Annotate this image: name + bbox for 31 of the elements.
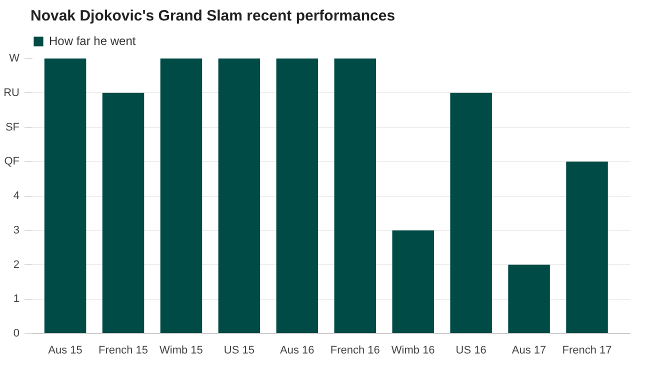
bar	[102, 92, 144, 334]
y-tick-label: QF	[4, 156, 20, 168]
x-tick-label: Wimb 15	[160, 344, 203, 356]
y-tick-label: RU	[4, 86, 20, 99]
y-tick-label: 2	[13, 258, 20, 271]
bar	[276, 58, 318, 334]
x-tick-label: Wimb 16	[391, 344, 435, 356]
x-tick-label: French 17	[562, 344, 612, 356]
x-tick-label: Aus 16	[280, 344, 314, 356]
x-tick-label: US 15	[224, 344, 254, 356]
bar	[218, 58, 260, 334]
bar	[392, 230, 434, 334]
bar	[44, 58, 86, 334]
legend-label: How far he went	[49, 34, 136, 48]
bar	[508, 264, 550, 334]
x-tick-label: French 15	[98, 344, 148, 356]
x-tick-label: US 16	[456, 344, 486, 356]
x-tick-label: Aus 15	[48, 344, 82, 356]
y-tick-label: 1	[13, 293, 20, 306]
y-tick-label: 4	[13, 190, 20, 202]
bar	[450, 92, 492, 334]
y-tick-label: 0	[13, 328, 20, 340]
y-tick-label: 3	[13, 224, 20, 236]
chart-title: Novak Djokovic's Grand Slam recent performances	[30, 8, 396, 24]
bar	[160, 58, 202, 334]
bar	[566, 162, 608, 334]
x-tick-label: Aus 17	[512, 344, 546, 356]
y-tick-label: W	[9, 52, 20, 64]
bar	[334, 58, 376, 334]
x-tick-label: French 16	[330, 344, 380, 356]
y-tick-label: SF	[5, 121, 20, 134]
